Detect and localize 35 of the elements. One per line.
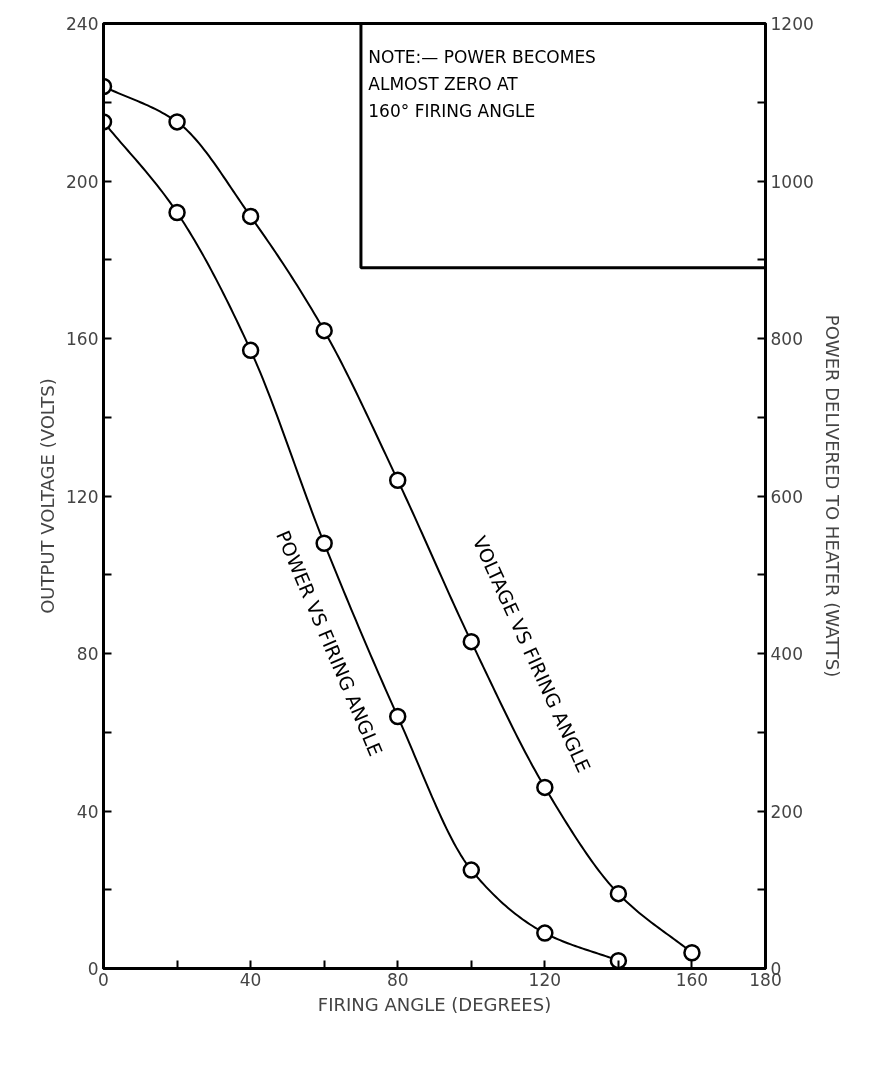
x-tick-label: 160 <box>675 969 709 990</box>
point <box>462 632 481 651</box>
y-tick-label: 240 <box>66 14 99 34</box>
point <box>536 924 554 942</box>
x-tick-label: 40 <box>239 969 262 990</box>
y2-tick-label: 400 <box>770 644 803 664</box>
y2-tick-label: 200 <box>770 801 803 822</box>
y-tick-label: 40 <box>76 801 99 822</box>
point <box>388 471 407 489</box>
point <box>168 113 186 131</box>
y-tick-label: 80 <box>76 644 99 664</box>
point <box>609 951 628 969</box>
y2-tick-label: 800 <box>770 329 803 349</box>
point <box>241 207 260 226</box>
point <box>315 534 333 552</box>
point <box>388 707 407 726</box>
y-tick-label: 200 <box>66 171 99 192</box>
point <box>536 778 554 797</box>
x-tick-label: 120 <box>528 969 562 990</box>
y-tick-label: 120 <box>66 486 99 507</box>
x-tick-label: 80 <box>386 969 409 990</box>
point <box>609 884 628 903</box>
point <box>315 321 333 340</box>
y-tick-label: 160 <box>66 329 99 349</box>
y-axis-title: OUTPUT VOLTAGE (VOLTS) <box>37 378 59 614</box>
point <box>683 944 701 962</box>
point <box>241 341 260 360</box>
point <box>462 861 481 879</box>
y2-tick-label: 600 <box>770 486 803 507</box>
x-axis-title: FIRING ANGLE (DEGREES) <box>317 993 552 1015</box>
point <box>168 203 186 222</box>
y2-axis-title: POWER DELIVERED TO HEATER (WATTS) <box>821 314 843 678</box>
y2-tick-label: 1200 <box>770 14 814 34</box>
annotation: NOTE:— POWER BECOMES ALMOST ZERO AT 160° FIRING ANGLE <box>368 47 596 122</box>
y2-tick-label: 1000 <box>770 171 814 192</box>
